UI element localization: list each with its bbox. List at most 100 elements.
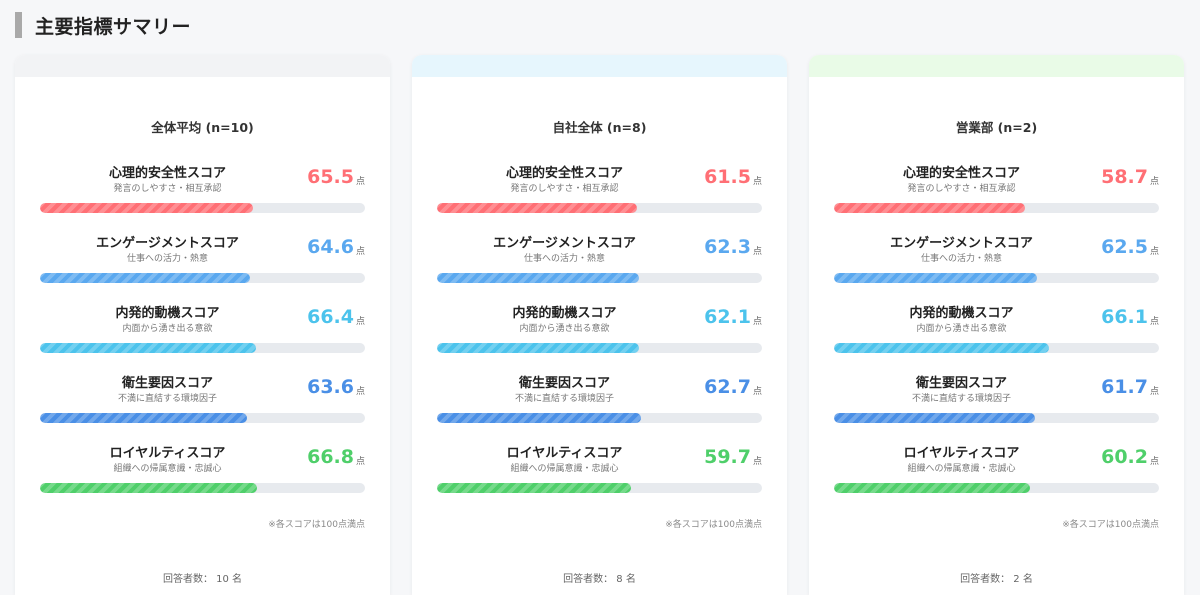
score-value: 62.3 [704,236,751,258]
metric-row-intrinsic: 内発的動機スコア内面から湧き出る意欲 66.4 点 [40,302,365,360]
score-value: 66.8 [307,446,354,468]
score-bar-track [40,273,365,283]
card-title: 全体平均 (n=10) [151,120,254,135]
metric-label: ロイヤルティスコア [903,446,1020,461]
metric-label: 内発的動機スコア [909,306,1014,321]
metric-label: 内発的動機スコア [512,306,617,321]
score-bar-track [40,483,365,493]
metric-row-engagement: エンゲージメントスコア仕事への活力・熱意 64.6 点 [40,232,365,290]
summary-card: 自社全体 (n=8) 心理的安全性スコア 発言のしやすさ・相互承認 61.5 点エンゲー… [412,55,787,595]
score-bar-track [40,413,365,423]
metric-score: 62.3 点 [704,232,762,258]
metric-description: 内面から湧き出る意欲 [916,324,1007,334]
score-unit: 点 [752,177,762,187]
score-unit: 点 [1149,247,1159,257]
score-bar-fill [40,483,258,493]
score-unit: 点 [355,387,365,397]
score-value: 60.2 [1101,446,1148,468]
score-bar-track [40,343,365,353]
metric-description: 発言のしやすさ・相互承認 [113,184,222,194]
summary-card: 全体平均 (n=10) 心理的安全性スコア 発言のしやすさ・相互承認 65.5 点エンゲ… [15,55,390,595]
metric-row-engagement: エンゲージメントスコア 仕事への活力・熱意 62.5 点 [834,232,1159,290]
metric-score: 66.8 点 [307,442,365,468]
score-value: 62.1 [704,306,751,328]
metric-score: 61.5 点 [704,162,762,188]
metric-description: 不満に直結する環境因子 [911,394,1011,404]
score-value: 65.5 [307,166,354,188]
score-value: 66.1 [1101,306,1148,328]
metric-score: 63.6 点 [307,372,365,398]
score-bar-fill [834,273,1038,283]
metric-label: 衛生要因スコア [121,376,213,391]
metric-description: 不満に直結する環境因子 [514,394,614,404]
score-unit: 点 [1149,387,1159,397]
score-unit: 点 [355,247,365,257]
score-bar-track [834,413,1159,423]
metric-description: 内面から湧き出る意欲 [122,324,213,334]
metric-score: 66.1 点 [1101,302,1159,328]
card-title: 営業部 (n=2) [955,120,1038,135]
score-bar-track [834,203,1159,213]
score-value: 66.4 [307,306,354,328]
respondent-count: 回答者数： 2 名 [960,574,1033,585]
metric-row-hygiene: 衛生要因スコア 不満に直結する環境因子 61.7 点 [834,372,1159,430]
metric-label: 内発的動機スコア [115,306,220,321]
score-value: 62.5 [1101,236,1148,258]
card-header-band [15,55,390,77]
score-bar-track [834,343,1159,353]
score-bar-fill [437,343,639,353]
metric-description: 仕事への活力・熱意 [920,254,1002,264]
metric-label: 心理的安全性スコア [505,166,623,181]
metric-label: エンゲージメントスコア [96,236,239,251]
metric-label: 心理的安全性スコア [902,166,1020,181]
score-value: 58.7 [1101,166,1148,188]
section-title: 主要指標サマリー [35,15,192,38]
score-value: 59.7 [704,446,751,468]
score-bar-track [834,273,1159,283]
metric-description: 仕事への活力・熱意 [126,254,208,264]
metric-score: 62.1 点 [704,302,762,328]
metric-row-psych: 心理的安全性スコア発言のしやすさ・相互承認 65.5 点 [40,162,365,220]
summary-card: 営業部 (n=2) 心理的安全性スコア 発言のしやすさ・相互承認 58.7 点エンゲージ… [809,55,1184,595]
metric-score: 64.6 点 [307,232,365,258]
score-bar-fill [437,413,641,423]
score-bar-fill [437,203,637,213]
metric-description: 組織への帰属意識・忠誠心 [510,464,619,474]
metric-description: 発言のしやすさ・相互承認 [510,184,619,194]
score-unit: 点 [1149,457,1159,467]
score-note: ※各スコアは100点満点 [268,520,365,530]
score-bar-fill [437,273,640,283]
score-note: ※各スコアは100点満点 [665,520,762,530]
score-bar-track [40,203,365,213]
score-unit: 点 [1149,317,1159,327]
score-bar-track [437,483,762,493]
metric-label: ロイヤルティスコア [109,446,226,461]
score-bar-fill [834,343,1049,353]
metric-label: 心理的安全性スコア [108,166,226,181]
score-bar-fill [437,483,632,493]
metric-score: 65.5 点 [307,162,365,188]
metric-row-psych: 心理的安全性スコア発言のしやすさ・相互承認 61.5 点 [437,162,762,220]
metric-score: 62.5 点 [1101,232,1159,258]
card-title: 自社全体 (n=8) [552,120,647,135]
score-bar-track [834,483,1159,493]
metric-label: ロイヤルティスコア [506,446,623,461]
score-bar-track [437,203,762,213]
metric-score: 60.2 点 [1101,442,1159,468]
score-value: 61.7 [1101,376,1148,398]
summary-cards: 全体平均 (n=10) 心理的安全性スコア 発言のしやすさ・相互承認 65.5 点エンゲ… [15,55,1185,595]
metric-description: 発言のしやすさ・相互承認 [907,184,1016,194]
score-bar-track [437,273,762,283]
metric-description: 仕事への活力・熱意 [523,254,605,264]
score-unit: 点 [355,457,365,467]
metric-row-hygiene: 衛生要因スコア 不満に直結する環境因子 63.6 点 [40,372,365,430]
score-unit: 点 [355,317,365,327]
metric-label: 衛生要因スコア [518,376,610,391]
metric-score: 58.7 点 [1101,162,1159,188]
score-unit: 点 [1149,177,1159,187]
score-bar-fill [40,273,250,283]
metric-description: 組織への帰属意識・忠誠心 [113,464,222,474]
metric-score: 61.7 点 [1101,372,1159,398]
metric-row-hygiene: 衛生要因スコア 不満に直結する環境因子 62.7 点 [437,372,762,430]
metric-row-loyalty: ロイヤルティスコア組織への帰属意識・忠誠心 66.8 点 [40,442,365,500]
